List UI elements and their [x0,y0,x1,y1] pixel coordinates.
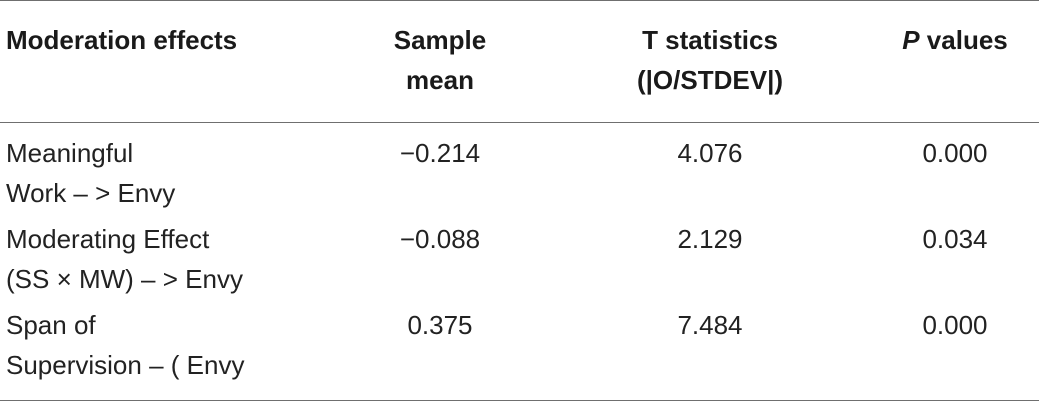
row3-effect-line2: Supervision – ( Envy [6,350,245,380]
header-t-statistics: T statistics (|O/STDEV|) [560,20,860,100]
header-p-values: P values [840,20,1039,60]
row3-sample-mean: 0.375 [407,310,473,340]
table-bottom-rule [0,400,1039,401]
header-moderation-effects-text: Moderation effects [6,25,238,55]
table-top-rule [0,0,1039,1]
row2-t-statistics: 2.129 [677,224,743,254]
row3-effect-line1: Span of [6,310,96,340]
row1-effect-line1: Meaningful [6,138,134,168]
header-sample-mean-line1: Sample [393,25,487,55]
header-sample-mean: Sample mean [330,20,550,100]
header-sample-mean-line2: mean [406,65,474,95]
row2-p-value: 0.034 [922,224,988,254]
table-header-rule [0,122,1039,123]
row2-effect-line1: Moderating Effect [6,224,210,254]
header-moderation-effects: Moderation effects [6,20,237,60]
row2-sample-mean: −0.088 [399,224,481,254]
row3-t-statistics: 7.484 [677,310,743,340]
header-p-values-rest: values [919,25,1008,55]
row1-t-statistics: 4.076 [677,138,743,168]
header-t-statistics-line1: T statistics [642,25,778,55]
table-row-span-of-supervision: Span of Supervision – ( Envy [6,305,244,385]
row1-effect-line2: Work – > Envy [6,178,176,208]
table-row-moderating-effect: Moderating Effect (SS × MW) – > Envy [6,219,243,299]
row3-p-value: 0.000 [922,310,988,340]
row1-p-value: 0.000 [922,138,988,168]
table-row-meaningful-work-effect: Meaningful Work – > Envy [6,133,175,213]
header-t-statistics-line2: (|O/STDEV|) [637,65,783,95]
row1-sample-mean: −0.214 [399,138,481,168]
row2-effect-line2: (SS × MW) – > Envy [6,264,243,294]
header-p-values-italic: P [902,25,920,55]
